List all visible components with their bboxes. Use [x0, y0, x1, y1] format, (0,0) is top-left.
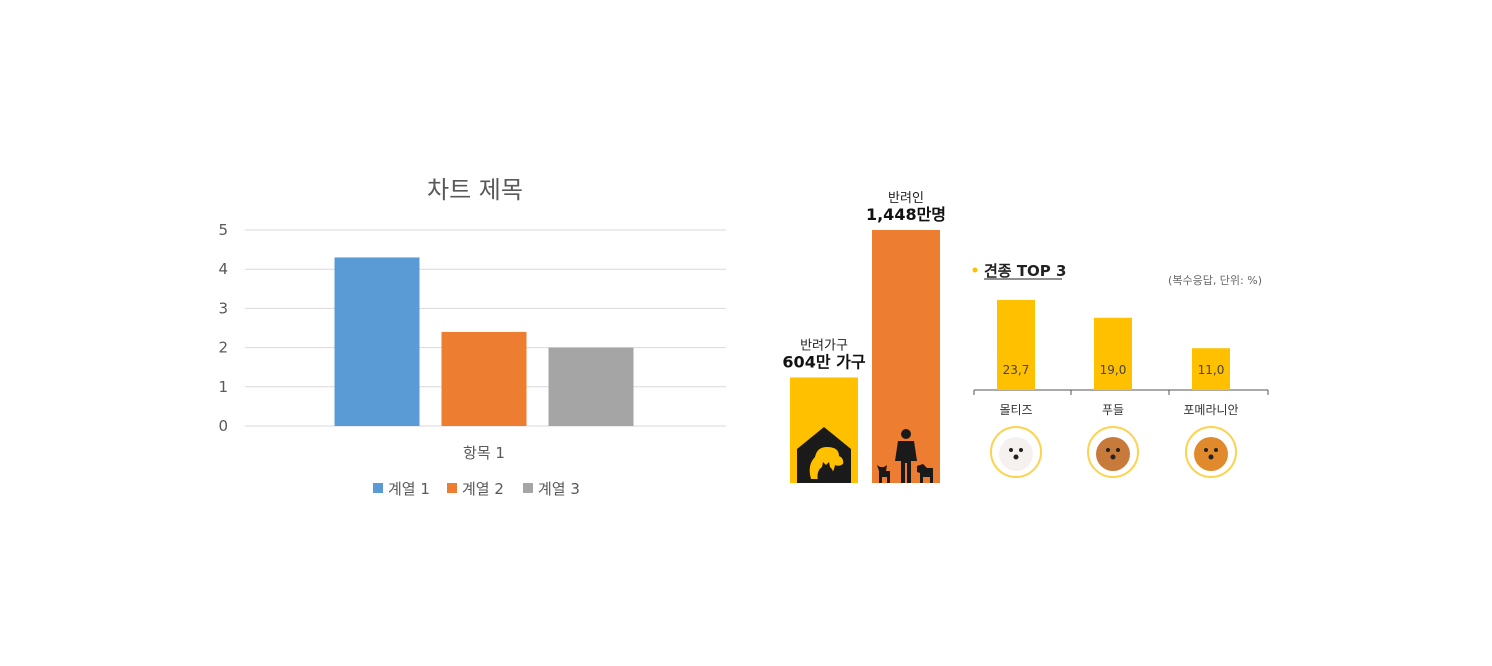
person-with-pets-icon	[877, 429, 933, 483]
dog-face	[1194, 437, 1228, 471]
bullet-icon	[972, 267, 978, 273]
category-label: 포메라니안	[1183, 403, 1238, 417]
dog-cat-house-icon	[797, 427, 851, 483]
poodle-photo	[1087, 426, 1139, 478]
bar-caption: 반려인	[888, 191, 924, 206]
dog-eye	[1106, 448, 1110, 452]
dog-eye	[1204, 448, 1208, 452]
person-head	[901, 429, 911, 439]
y-tick-label: 2	[218, 339, 228, 357]
chart-title: 차트 제목	[427, 176, 523, 204]
legend-label: 계열 1	[388, 480, 430, 498]
dog-nose	[1110, 454, 1116, 460]
bar	[334, 257, 420, 426]
person-body	[895, 441, 917, 483]
maltese-photo	[990, 426, 1042, 478]
bar	[997, 299, 1035, 390]
legend-label: 계열 2	[462, 480, 504, 498]
legend-swatch	[447, 483, 457, 493]
bar	[548, 347, 634, 426]
dog-eye	[1009, 448, 1013, 452]
bar	[872, 230, 940, 483]
pomeranian-photo	[1185, 426, 1237, 478]
bar-value-label: 1,448만명	[866, 205, 946, 224]
dog-face	[999, 437, 1033, 471]
bar-value-label: 604만 가구	[782, 352, 865, 371]
category-label: 항목 1	[463, 444, 505, 462]
legend-swatch	[523, 483, 533, 493]
legend-swatch	[373, 483, 383, 493]
y-tick-label: 0	[218, 417, 228, 435]
dog-right-icon	[917, 464, 933, 483]
unit-note: (복수응답, 단위: %)	[1168, 274, 1262, 287]
dog-shape	[809, 447, 844, 479]
bar-value-label: 19,0	[1100, 363, 1127, 377]
bar	[1192, 348, 1230, 390]
y-tick-label: 5	[218, 221, 228, 239]
category-label: 푸들	[1102, 403, 1124, 417]
bar-caption: 반려가구	[800, 338, 848, 353]
bar-value-label: 11,0	[1198, 363, 1225, 377]
dog-nose	[1208, 454, 1214, 460]
y-tick-label: 4	[218, 260, 228, 278]
dog-eye	[1116, 448, 1120, 452]
breed-chart-title: 견종 TOP 3	[984, 262, 1066, 280]
bar	[441, 331, 527, 426]
dog-eye	[1019, 448, 1023, 452]
category-label: 몰티즈	[999, 403, 1032, 417]
bar-value-label: 23,7	[1003, 363, 1030, 377]
dog-eye	[1214, 448, 1218, 452]
clustered-bar-chart: 차트 제목 0 1 2 3 4 5 항목 1 계열 1 계열 2 계열 3	[218, 176, 726, 498]
y-tick-label: 1	[218, 378, 228, 396]
legend-label: 계열 3	[538, 480, 580, 498]
dog-nose	[1013, 454, 1019, 460]
y-tick-label: 3	[218, 299, 228, 317]
dog-face	[1096, 437, 1130, 471]
bar	[1094, 317, 1132, 390]
cat-left-icon	[877, 465, 890, 483]
cat-shape	[817, 462, 834, 481]
